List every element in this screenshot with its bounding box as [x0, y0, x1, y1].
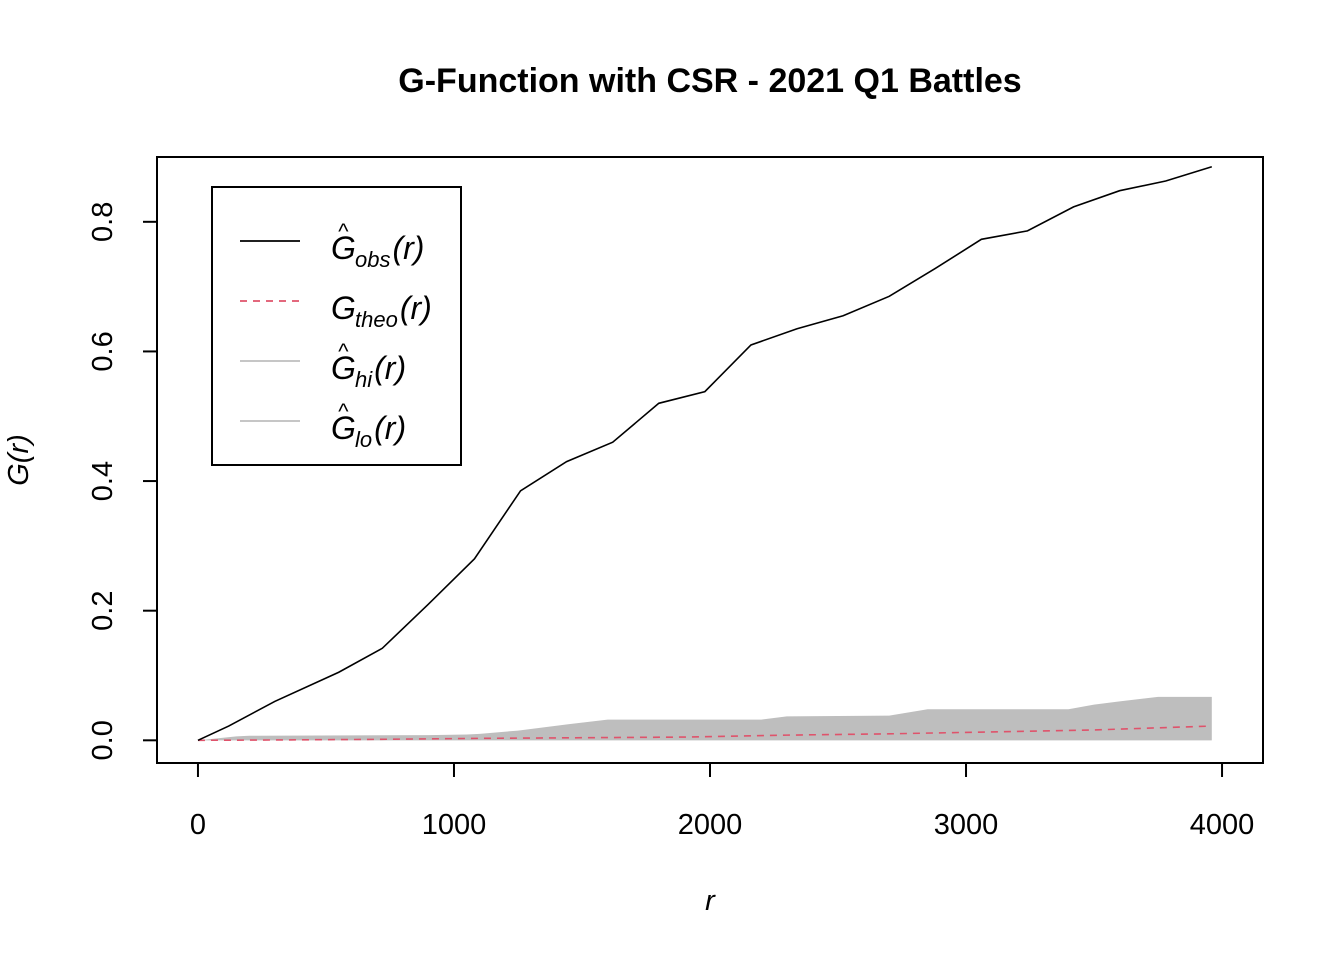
chart-title: G-Function with CSR - 2021 Q1 Battles [398, 62, 1021, 100]
legend-symbol: G [331, 350, 356, 386]
y-tick-label: 0.0 [87, 720, 119, 760]
x-tick-label: 4000 [1190, 809, 1255, 841]
legend: G^obs (r)G theo (r)G^hi (r)G^lo (r) [211, 186, 462, 466]
series-layer [197, 165, 1213, 742]
x-tick-label: 0 [190, 809, 206, 841]
y-tick-label: 0.2 [87, 591, 119, 631]
legend-subscript: theo [355, 307, 398, 332]
legend-item-hi: G^hi (r) [240, 339, 406, 392]
legend-subscript: obs [355, 247, 390, 272]
legend-box [211, 186, 462, 466]
legend-symbol: G [331, 290, 356, 326]
x-axis: 0 1000 2000 3000 4000 [190, 762, 1255, 841]
x-axis-label: r [705, 885, 716, 917]
legend-hat: ^ [338, 219, 349, 244]
legend-arg: (r) [374, 410, 406, 446]
x-tick-label: 2000 [678, 809, 743, 841]
legend-item-lo: G^lo (r) [240, 399, 406, 452]
y-tick-label: 0.4 [87, 461, 119, 501]
series-theo-line [197, 725, 1212, 742]
y-axis-label: G(r) [3, 434, 35, 486]
y-tick-label: 0.6 [87, 331, 119, 371]
legend-arg: (r) [392, 230, 424, 266]
y-axis: 0.0 0.2 0.4 0.6 0.8 [87, 202, 158, 760]
legend-subscript: lo [355, 427, 372, 452]
legend-symbol: G [331, 410, 356, 446]
legend-item-obs: G^obs (r) [240, 219, 424, 272]
legend-hat: ^ [338, 339, 349, 364]
envelope-layer [197, 696, 1212, 741]
envelope-band [197, 696, 1212, 741]
series-obs-line [197, 165, 1213, 742]
x-tick-label: 3000 [934, 809, 999, 841]
legend-subscript: hi [355, 367, 373, 392]
legend-symbol: G [331, 230, 356, 266]
legend-arg: (r) [400, 290, 432, 326]
legend-arg: (r) [374, 350, 406, 386]
legend-hat: ^ [338, 399, 349, 424]
y-tick-label: 0.8 [87, 202, 119, 242]
x-tick-label: 1000 [422, 809, 487, 841]
